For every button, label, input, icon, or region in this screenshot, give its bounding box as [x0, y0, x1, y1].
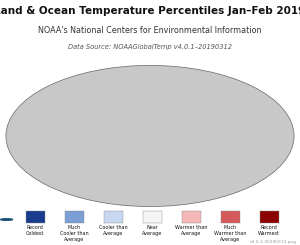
FancyBboxPatch shape [64, 211, 84, 223]
Text: Land & Ocean Temperature Percentiles Jan–Feb 2019: Land & Ocean Temperature Percentiles Jan… [0, 5, 300, 15]
FancyBboxPatch shape [260, 211, 279, 223]
Text: Cooler than
Average: Cooler than Average [99, 225, 128, 236]
Circle shape [1, 219, 13, 220]
FancyBboxPatch shape [182, 211, 201, 223]
Text: Record
Coldest: Record Coldest [26, 225, 44, 236]
Text: Record
Warmest: Record Warmest [258, 225, 280, 236]
Text: Data Source: NOAAGlobalTemp v4.0.1–20190312: Data Source: NOAAGlobalTemp v4.0.1–20190… [68, 44, 232, 50]
Text: Near
Average: Near Average [142, 225, 162, 236]
FancyBboxPatch shape [220, 211, 240, 223]
FancyBboxPatch shape [103, 211, 123, 223]
Text: NOAA: NOAA [2, 218, 11, 221]
Text: Much
Cooler than
Average: Much Cooler than Average [60, 225, 88, 242]
FancyBboxPatch shape [142, 211, 162, 223]
Text: Warmer than
Average: Warmer than Average [175, 225, 207, 236]
Text: NOAA's National Centers for Environmental Information: NOAA's National Centers for Environmenta… [38, 26, 262, 36]
Text: v4.0.1-20190312.png: v4.0.1-20190312.png [250, 240, 297, 244]
Text: Much
Warmer than
Average: Much Warmer than Average [214, 225, 246, 242]
Ellipse shape [6, 65, 294, 207]
FancyBboxPatch shape [26, 211, 45, 223]
